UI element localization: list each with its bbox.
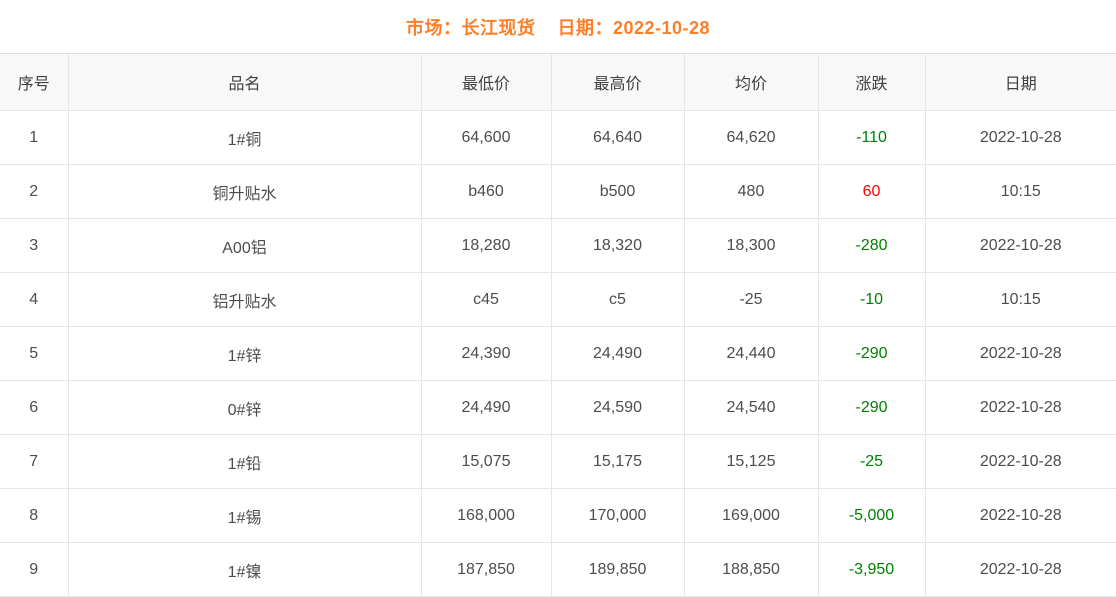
cell-low: 64,600 (420, 110, 552, 165)
cell-index: 3 (0, 218, 69, 273)
column-header-index: 序号 (0, 53, 69, 111)
cell-change: 60 (817, 164, 926, 219)
cell-avg: 188,850 (683, 542, 819, 597)
table-row: 7 1#铅 15,075 15,175 15,125 -25 2022-10-28 (0, 434, 1116, 489)
cell-avg: 169,000 (683, 488, 819, 543)
cell-date: 2022-10-28 (924, 110, 1116, 165)
cell-index: 8 (0, 488, 69, 543)
cell-name: 1#镍 (67, 542, 422, 597)
cell-change: -25 (817, 434, 926, 489)
table-row: 3 A00铝 18,280 18,320 18,300 -280 2022-10-28 (0, 218, 1116, 273)
table-row: 9 1#镍 187,850 189,850 188,850 -3,950 2022-10-2… (0, 542, 1116, 597)
date-title: 日期：2022-10-28 (557, 14, 710, 40)
column-header-avg: 均价 (683, 53, 819, 111)
cell-date: 10:15 (924, 272, 1116, 327)
cell-name: 1#铅 (67, 434, 422, 489)
market-value: 长江现货 (461, 17, 536, 38)
cell-change: -3,950 (817, 542, 926, 597)
cell-high: c5 (550, 272, 685, 327)
cell-name: 铜升贴水 (67, 164, 422, 219)
market-label: 市场： (405, 17, 462, 38)
cell-change: -110 (817, 110, 926, 165)
cell-date: 2022-10-28 (924, 326, 1116, 381)
cell-high: 64,640 (550, 110, 685, 165)
cell-index: 6 (0, 380, 69, 435)
cell-change: -10 (817, 272, 926, 327)
column-header-change: 涨跌 (817, 53, 926, 111)
cell-name: 0#锌 (67, 380, 422, 435)
market-title: 市场：长江现货 (406, 14, 536, 40)
cell-high: 189,850 (550, 542, 685, 597)
cell-high: 24,590 (550, 380, 685, 435)
cell-high: b500 (550, 164, 685, 219)
cell-change: -5,000 (817, 488, 926, 543)
cell-date: 2022-10-28 (924, 488, 1116, 543)
column-header-low: 最低价 (420, 53, 552, 111)
cell-name: 1#铜 (67, 110, 422, 165)
date-value: 2022-10-28 (612, 17, 711, 38)
cell-avg: 480 (683, 164, 819, 219)
header-row: 序号 品名 最低价 最高价 均价 涨跌 日期 (0, 53, 1116, 111)
table-row: 5 1#锌 24,390 24,490 24,440 -290 2022-10-28 (0, 326, 1116, 381)
cell-name: 1#锌 (67, 326, 422, 381)
cell-date: 2022-10-28 (924, 434, 1116, 489)
table-body: 1 1#铜 64,600 64,640 64,620 -110 2022-10-28 2 铜升贴… (0, 110, 1116, 597)
date-label: 日期： (557, 17, 613, 38)
cell-index: 2 (0, 164, 69, 219)
cell-index: 7 (0, 434, 69, 489)
cell-low: 187,850 (420, 542, 552, 597)
table-header: 序号 品名 最低价 最高价 均价 涨跌 日期 (0, 53, 1116, 111)
cell-high: 24,490 (550, 326, 685, 381)
cell-name: 铝升贴水 (67, 272, 422, 327)
cell-date: 2022-10-28 (924, 380, 1116, 435)
table-row: 4 铝升贴水 c45 c5 -25 -10 10:15 (0, 272, 1116, 327)
cell-low: c45 (420, 272, 552, 327)
cell-low: 168,000 (420, 488, 552, 543)
cell-index: 9 (0, 542, 69, 597)
cell-index: 1 (0, 110, 69, 165)
table-row: 6 0#锌 24,490 24,590 24,540 -290 2022-10-28 (0, 380, 1116, 435)
column-header-name: 品名 (67, 53, 422, 111)
cell-low: b460 (420, 164, 552, 219)
cell-index: 4 (0, 272, 69, 327)
cell-avg: 24,540 (683, 380, 819, 435)
price-table: 序号 品名 最低价 最高价 均价 涨跌 日期 1 1#铜 64,600 64,640 6… (0, 53, 1116, 597)
cell-avg: 64,620 (683, 110, 819, 165)
cell-avg: 24,440 (683, 326, 819, 381)
cell-avg: -25 (683, 272, 819, 327)
cell-avg: 15,125 (683, 434, 819, 489)
cell-high: 15,175 (550, 434, 685, 489)
cell-high: 18,320 (550, 218, 685, 273)
cell-change: -290 (817, 326, 926, 381)
cell-low: 15,075 (420, 434, 552, 489)
cell-change: -280 (817, 218, 926, 273)
cell-low: 24,390 (420, 326, 552, 381)
cell-low: 24,490 (420, 380, 552, 435)
cell-avg: 18,300 (683, 218, 819, 273)
cell-name: A00铝 (67, 218, 422, 273)
cell-date: 2022-10-28 (924, 542, 1116, 597)
cell-high: 170,000 (550, 488, 685, 543)
table-row: 2 铜升贴水 b460 b500 480 60 10:15 (0, 164, 1116, 219)
cell-name: 1#锡 (67, 488, 422, 543)
table-row: 1 1#铜 64,600 64,640 64,620 -110 2022-10-28 (0, 110, 1116, 165)
page-title: 市场：长江现货 日期：2022-10-28 (0, 0, 1116, 53)
cell-change: -290 (817, 380, 926, 435)
column-header-date: 日期 (924, 53, 1116, 111)
cell-index: 5 (0, 326, 69, 381)
cell-low: 18,280 (420, 218, 552, 273)
table-row: 8 1#锡 168,000 170,000 169,000 -5,000 2022-10-2… (0, 488, 1116, 543)
column-header-high: 最高价 (550, 53, 685, 111)
cell-date: 10:15 (924, 164, 1116, 219)
cell-date: 2022-10-28 (924, 218, 1116, 273)
